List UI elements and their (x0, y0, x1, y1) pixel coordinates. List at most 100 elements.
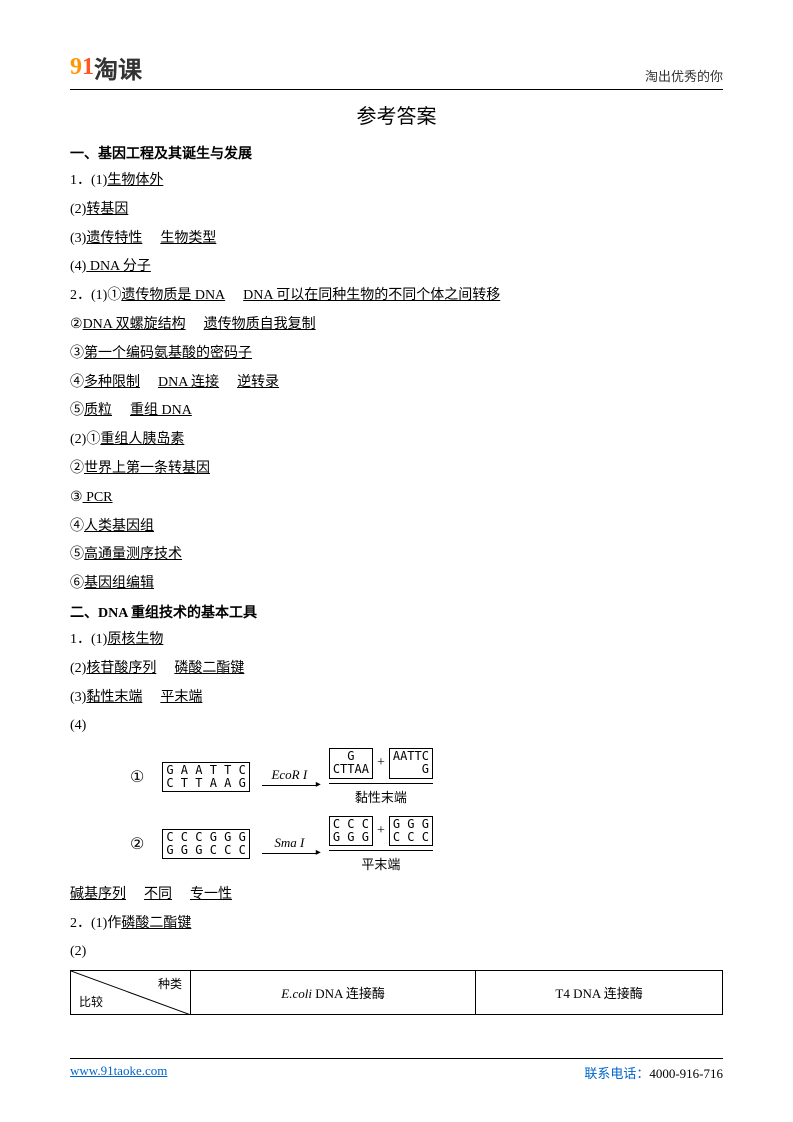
row-number: ① (130, 767, 144, 787)
answer: 生物类型 (160, 231, 216, 246)
dna-diagram: ① G A A T T C C T T A A G EcoR I ▸ G CTTA… (130, 748, 723, 873)
italic-prefix: E.coli (281, 986, 312, 1001)
prefix: ⑤ (70, 403, 84, 418)
dna-top-strand: G A A T T C (166, 764, 245, 777)
dna-sequence-box: G A A T T C C T T A A G (162, 762, 249, 792)
plus-icon: + (377, 823, 385, 839)
answer-line: ④多种限制DNA 连接逆转录 (70, 371, 723, 395)
prefix: (3) (70, 231, 86, 246)
answer: 人类基因组 (84, 519, 154, 534)
diagonal-header-cell: 种类 比较 (71, 971, 191, 1015)
answer: DNA 双螺旋结构 (83, 317, 186, 332)
fragments: C C C G G G + G G G C C C (329, 816, 433, 851)
answer-line: ②DNA 双螺旋结构遗传物质自我复制 (70, 313, 723, 337)
answer: 黏性末端 (86, 690, 142, 705)
frag-bot: C C C (393, 831, 429, 844)
answer: 碱基序列 (70, 887, 126, 902)
frag-bot: G G G (333, 831, 369, 844)
answer-line: (2)核苷酸序列磷酸二酯键 (70, 657, 723, 681)
answer: 不同 (144, 887, 172, 902)
answer-line: ③第一个编码氨基酸的密码子 (70, 342, 723, 366)
frag-top: G G G (393, 818, 429, 831)
table-header-cell: T4 DNA 连接酶 (476, 971, 723, 1015)
prefix: ⑥ (70, 576, 84, 591)
answer-line: (2)①重组人胰岛素 (70, 428, 723, 452)
prefix: 2．(1)① (70, 288, 121, 303)
fragment-1: G CTTAA (329, 748, 373, 778)
slogan: 淘出优秀的你 (645, 66, 723, 85)
prefix: ④ (70, 519, 84, 534)
plus-icon: + (377, 755, 385, 771)
prefix: ③ (70, 490, 83, 505)
prefix: 1．(1) (70, 632, 107, 647)
website-link[interactable]: www.91taoke.com (70, 1063, 167, 1082)
phone-label: 联系电话： (584, 1066, 649, 1081)
row-number: ② (130, 834, 144, 854)
prefix: (2) (70, 661, 86, 676)
answer: DNA 可以在同种生物的不同个体之间转移 (243, 288, 500, 303)
table-header-cell: E.coli DNA 连接酶 (191, 971, 476, 1015)
answer-line: ⑥基因组编辑 (70, 572, 723, 596)
result-group: C C C G G G + G G G C C C 平末端 (329, 816, 433, 873)
dna-bottom-strand: C T T A A G (166, 777, 245, 790)
result-group: G CTTAA + AATTC G 黏性末端 (329, 748, 433, 805)
answer-line: ②世界上第一条转基因 (70, 457, 723, 481)
prefix: (3) (70, 690, 86, 705)
enzyme-table: 种类 比较 E.coli DNA 连接酶 T4 DNA 连接酶 (70, 970, 723, 1015)
answer: 基因组编辑 (84, 576, 154, 591)
answer-line: ④人类基因组 (70, 515, 723, 539)
answer-line: (2)转基因 (70, 198, 723, 222)
prefix: (2) (70, 202, 86, 217)
result-label: 黏性末端 (329, 787, 433, 806)
answer: 逆转录 (237, 375, 279, 390)
answer-line: ⑤质粒 重组 DNA (70, 399, 723, 423)
diag-top-label: 种类 (158, 975, 182, 992)
answer: 遗传特性 (86, 231, 142, 246)
cell-text: DNA 连接酶 (312, 986, 385, 1001)
answer-line: 2．(1)①遗传物质是 DNA DNA 可以在同种生物的不同个体之间转移 (70, 284, 723, 308)
answer: 转基因 (86, 202, 128, 217)
fragment-2: AATTC G (389, 748, 433, 778)
page-header: 91淘课 淘出优秀的你 (70, 50, 723, 90)
answer: 平末端 (160, 690, 202, 705)
answer: 遗传物质是 DNA (121, 288, 225, 303)
logo-1: 1 (82, 54, 94, 81)
diagram-row-2: ② C C C G G G G G G C C C Sma I▸ C C C G… (130, 816, 723, 873)
dna-sequence-box: C C C G G G G G G C C C (162, 829, 249, 859)
prefix: ③ (70, 346, 84, 361)
result-label: 平末端 (329, 854, 433, 873)
page-title: 参考答案 (70, 100, 723, 129)
arrow-icon: ▸ (316, 779, 321, 790)
prefix: ④ (70, 375, 84, 390)
prefix: ⑤ (70, 547, 84, 562)
answer-line: (3)遗传特性 生物类型 (70, 227, 723, 251)
answer: DNA 分子 (86, 259, 151, 274)
answer: 生物体外 (107, 173, 163, 188)
prefix: 2．(1)作 (70, 916, 121, 931)
page-footer: www.91taoke.com 联系电话：4000-916-716 (70, 1058, 723, 1082)
answer-line: (3)黏性末端 平末端 (70, 686, 723, 710)
answer: 多种限制 (84, 375, 140, 390)
logo-text: 淘课 (94, 50, 142, 85)
answer-line: (4) (70, 714, 723, 738)
fragments: G CTTAA + AATTC G (329, 748, 433, 783)
answer: 重组 DNA (130, 403, 192, 418)
dna-bottom-strand: G G G C C C (166, 844, 245, 857)
frag-bot: CTTAA (333, 763, 369, 776)
answer-line: 1．(1)原核生物 (70, 628, 723, 652)
prefix: 1．(1) (70, 173, 107, 188)
answer-line: 碱基序列不同专一性 (70, 883, 723, 907)
diag-bot-label: 比较 (79, 993, 103, 1010)
enzyme-name: EcoR I (271, 767, 307, 782)
enzyme-name: Sma I (274, 835, 304, 850)
answer: 质粒 (84, 403, 112, 418)
answer: 原核生物 (107, 632, 163, 647)
section-1-heading: 一、基因工程及其诞生与发展 (70, 143, 723, 163)
phone-container: 联系电话：4000-916-716 (584, 1063, 723, 1082)
answer: 第一个编码氨基酸的密码子 (84, 346, 252, 361)
prefix: (2)① (70, 432, 100, 447)
answer: 重组人胰岛素 (100, 432, 184, 447)
answer-line: ③ PCR (70, 486, 723, 510)
fragment-2: G G G C C C (389, 816, 433, 846)
prefix: (4) (70, 259, 86, 274)
